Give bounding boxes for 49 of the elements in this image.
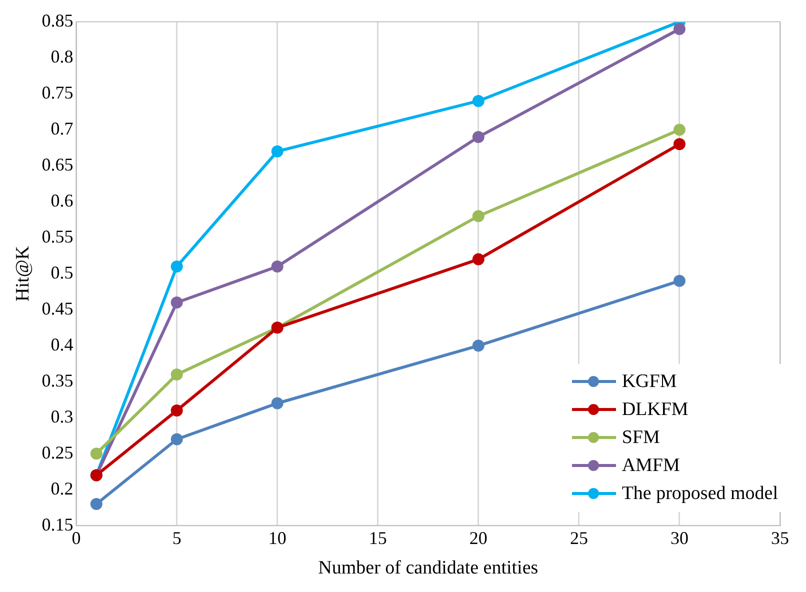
y-tick-label: 0.45	[42, 298, 74, 318]
point	[90, 498, 102, 510]
point	[271, 145, 284, 158]
point	[170, 404, 183, 416]
legend-label: The proposed model	[622, 483, 778, 505]
y-tick-label: 0.5	[50, 262, 74, 282]
legend-label: SFM	[622, 427, 660, 449]
y-tick-label: 0.4	[50, 334, 74, 354]
x-tick-label: 0	[72, 528, 81, 548]
point	[673, 138, 686, 150]
y-axis-title: Hit@K	[12, 246, 34, 302]
y-tick-label: 0.2	[50, 478, 74, 498]
point	[472, 94, 484, 107]
point	[170, 296, 183, 308]
point	[673, 124, 686, 136]
x-tick-label: 5	[172, 528, 182, 548]
y-tick-label: 0.35	[42, 370, 74, 390]
x-tick-label: 10	[268, 528, 286, 548]
y-tick-label: 0.85	[42, 10, 74, 31]
point	[472, 210, 484, 222]
legend-label: DLKFM	[622, 399, 688, 421]
legend-label: AMFM	[622, 455, 680, 477]
point	[271, 260, 284, 273]
y-tick-label: 0.6	[50, 190, 74, 210]
point	[170, 433, 183, 446]
x-tick-label: 15	[368, 528, 387, 548]
point	[673, 22, 686, 35]
point	[472, 253, 484, 266]
x-tick-label: 25	[570, 528, 588, 548]
y-tick-label: 0.7	[50, 118, 74, 138]
x-tick-label: 20	[469, 528, 488, 548]
y-tick-label: 0.15	[42, 514, 74, 534]
y-tick-label: 0.25	[42, 442, 74, 462]
point	[170, 260, 183, 273]
y-tick-label: 0.3	[50, 406, 74, 426]
y-tick-label: 0.65	[42, 154, 74, 174]
x-tick-label: 35	[771, 528, 789, 548]
point	[472, 130, 484, 143]
point	[170, 368, 183, 380]
point	[271, 397, 284, 410]
point	[90, 448, 102, 460]
y-tick-label: 0.8	[50, 46, 74, 67]
y-tick-label: 0.75	[42, 82, 74, 103]
legend-label: KGFM	[622, 371, 677, 393]
x-axis-title: Number of candidate entities	[318, 558, 538, 579]
x-tick-label: 30	[670, 528, 688, 548]
point	[673, 274, 686, 287]
point	[472, 340, 484, 352]
y-tick-label: 0.55	[42, 226, 74, 246]
